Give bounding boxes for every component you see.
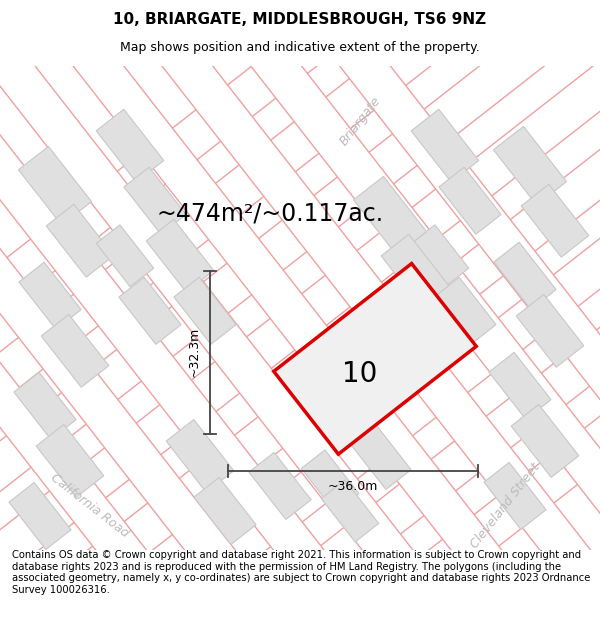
Polygon shape	[484, 462, 546, 529]
Polygon shape	[321, 480, 379, 542]
Text: ~32.3m: ~32.3m	[187, 328, 200, 378]
Text: California Road: California Road	[49, 471, 131, 541]
Polygon shape	[194, 478, 256, 544]
Polygon shape	[96, 225, 154, 287]
Polygon shape	[103, 0, 600, 625]
Polygon shape	[511, 404, 579, 478]
Polygon shape	[0, 71, 600, 625]
Polygon shape	[516, 294, 584, 368]
Polygon shape	[0, 0, 600, 560]
Polygon shape	[0, 0, 536, 625]
Polygon shape	[0, 0, 600, 505]
Polygon shape	[36, 424, 104, 498]
Polygon shape	[19, 146, 92, 225]
Polygon shape	[439, 168, 501, 234]
Text: 10: 10	[343, 360, 377, 388]
Polygon shape	[0, 127, 600, 625]
Polygon shape	[381, 234, 449, 308]
Text: Briargate: Briargate	[337, 94, 383, 148]
Text: Contains OS data © Crown copyright and database right 2021. This information is : Contains OS data © Crown copyright and d…	[12, 550, 590, 595]
Polygon shape	[124, 168, 186, 234]
Polygon shape	[9, 482, 71, 549]
Polygon shape	[411, 225, 469, 287]
Polygon shape	[119, 278, 181, 344]
Text: 10, BRIARGATE, MIDDLESBROUGH, TS6 9NZ: 10, BRIARGATE, MIDDLESBROUGH, TS6 9NZ	[113, 12, 487, 27]
Polygon shape	[489, 352, 551, 419]
Polygon shape	[249, 452, 311, 519]
Polygon shape	[174, 278, 236, 344]
Polygon shape	[521, 184, 589, 257]
Polygon shape	[0, 41, 426, 625]
Polygon shape	[0, 0, 481, 625]
Polygon shape	[494, 242, 556, 309]
Polygon shape	[0, 16, 600, 625]
Polygon shape	[274, 264, 476, 454]
Text: Cleveland Street: Cleveland Street	[468, 461, 542, 551]
Polygon shape	[434, 278, 496, 344]
Polygon shape	[41, 314, 109, 388]
Text: ~474m²/~0.117ac.: ~474m²/~0.117ac.	[157, 202, 383, 226]
Text: ~36.0m: ~36.0m	[328, 481, 378, 494]
Text: Map shows position and indicative extent of the property.: Map shows position and indicative extent…	[120, 41, 480, 54]
Polygon shape	[349, 422, 411, 489]
Polygon shape	[146, 219, 214, 292]
Polygon shape	[353, 176, 427, 255]
Polygon shape	[411, 109, 479, 182]
Polygon shape	[301, 450, 359, 512]
Polygon shape	[33, 182, 600, 625]
Polygon shape	[493, 126, 566, 205]
Polygon shape	[166, 419, 234, 492]
Polygon shape	[19, 262, 81, 329]
Polygon shape	[48, 0, 600, 625]
Polygon shape	[14, 372, 76, 439]
Polygon shape	[46, 204, 114, 277]
Polygon shape	[96, 109, 164, 182]
